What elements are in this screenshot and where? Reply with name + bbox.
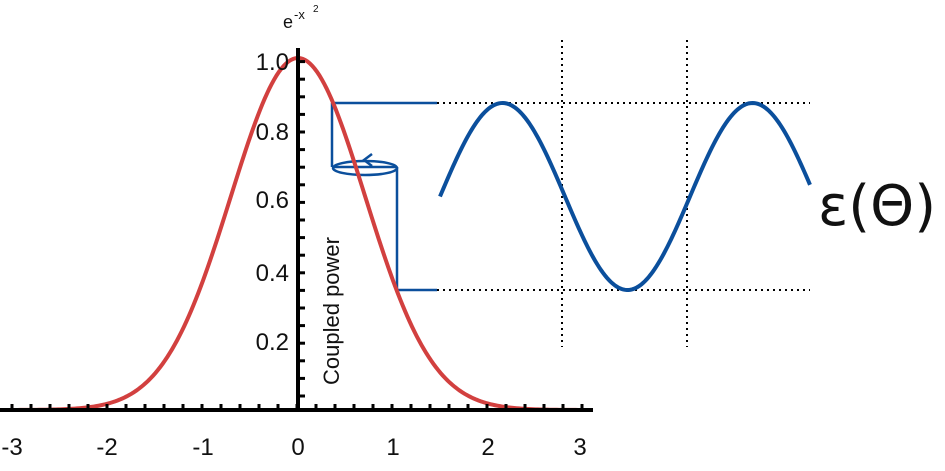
axis-minor-ticks	[10, 60, 584, 410]
x-tick-label-neg3: -3	[1, 434, 22, 461]
x-tick-labels: -3 -2 -1 0 1 2 3	[1, 434, 586, 461]
x-tick-label-neg2: -2	[96, 434, 117, 461]
sine-wave-curve	[438, 100, 812, 292]
y-tick-labels: 0.2 0.4 0.6 0.8 1.0	[256, 49, 289, 356]
y-axis-title-exponent: -x	[294, 7, 305, 22]
y-tick-label-0-8: 0.8	[256, 119, 289, 146]
epsilon-theta-label: ε(Θ)	[818, 174, 936, 239]
sine-reference-lines	[437, 40, 810, 347]
x-tick-label-2: 2	[481, 434, 494, 461]
rotation-arrow-icon	[361, 153, 373, 167]
y-tick-label-0-4: 0.4	[256, 260, 289, 287]
x-tick-label-1: 1	[386, 434, 399, 461]
x-tick-label-3: 3	[573, 434, 586, 461]
y-tick-label-0-6: 0.6	[256, 187, 289, 214]
y-tick-label-1-0: 1.0	[256, 49, 289, 76]
coupled-power-label: Coupled power	[319, 237, 344, 385]
y-axis-title: e -x 2	[283, 4, 319, 32]
y-axis-title-base: e	[283, 12, 293, 32]
y-axis-title-exponent-power: 2	[313, 4, 319, 15]
y-tick-label-0-2: 0.2	[256, 329, 289, 356]
projection-lines	[330, 101, 437, 292]
x-tick-label-0: 0	[291, 434, 304, 461]
x-tick-label-neg1: -1	[192, 434, 213, 461]
